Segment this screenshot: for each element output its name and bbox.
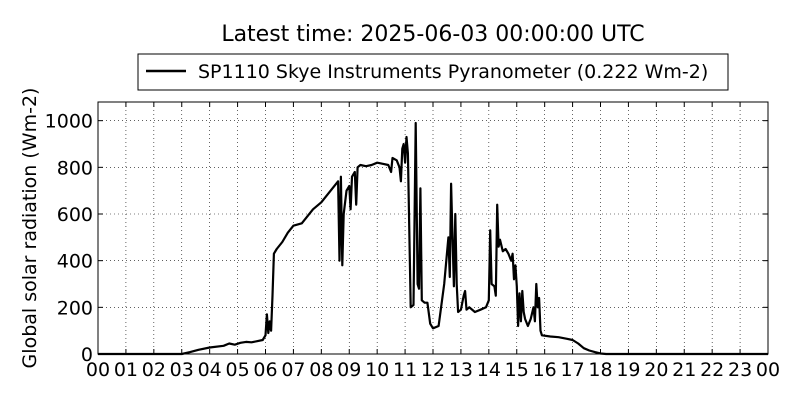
x-tick-label: 10 [365, 359, 389, 381]
y-tick-label: 800 [57, 157, 93, 179]
y-tick-label: 0 [81, 344, 93, 366]
x-tick-label: 20 [644, 359, 668, 381]
x-tick-label: 01 [114, 359, 138, 381]
y-tick-labels: 0 200 400 600 800 1000 [45, 111, 93, 366]
x-tick-label: 22 [700, 359, 724, 381]
x-tick-label: 07 [281, 359, 305, 381]
x-tick-label: 17 [560, 359, 584, 381]
x-tick-label: 00 [756, 359, 780, 381]
plot-frame [97, 101, 769, 355]
x-tick-labels: 00 01 02 03 04 05 06 07 08 09 10 11 12 13 14 15 16 17 18 19… [86, 359, 780, 381]
y-axis-label: Global solar radiation (Wm-2) [19, 88, 41, 369]
x-tick-label: 13 [449, 359, 473, 381]
x-tick-label: 06 [253, 359, 277, 381]
x-tick-label: 16 [533, 359, 557, 381]
legend-entry-label: SP1110 Skye Instruments Pyranometer (0.2… [198, 61, 708, 83]
x-tick-label: 14 [477, 359, 501, 381]
axis-ticks [97, 102, 769, 355]
x-tick-label: 19 [616, 359, 640, 381]
x-tick-label: 15 [505, 359, 529, 381]
x-tick-label: 18 [588, 359, 612, 381]
x-tick-label: 11 [393, 359, 417, 381]
legend: SP1110 Skye Instruments Pyranometer (0.2… [137, 53, 729, 91]
chart-title: Latest time: 2025-06-03 00:00:00 UTC [221, 22, 644, 47]
x-tick-label: 23 [728, 359, 752, 381]
series-line-pyranometer [98, 121, 768, 356]
y-tick-label: 600 [57, 204, 93, 226]
x-tick-label: 04 [198, 359, 222, 381]
x-tick-label: 08 [309, 359, 333, 381]
y-tick-label: 200 [57, 297, 93, 319]
x-tick-label: 02 [142, 359, 166, 381]
legend-box [137, 53, 729, 91]
x-tick-label: 21 [672, 359, 696, 381]
x-tick-label: 12 [421, 359, 445, 381]
x-tick-label: 00 [86, 359, 110, 381]
y-tick-label: 1000 [45, 111, 93, 133]
x-tick-label: 09 [337, 359, 361, 381]
x-tick-label: 05 [225, 359, 249, 381]
grid-lines [98, 102, 768, 354]
y-tick-label: 400 [57, 251, 93, 273]
x-tick-label: 03 [170, 359, 194, 381]
